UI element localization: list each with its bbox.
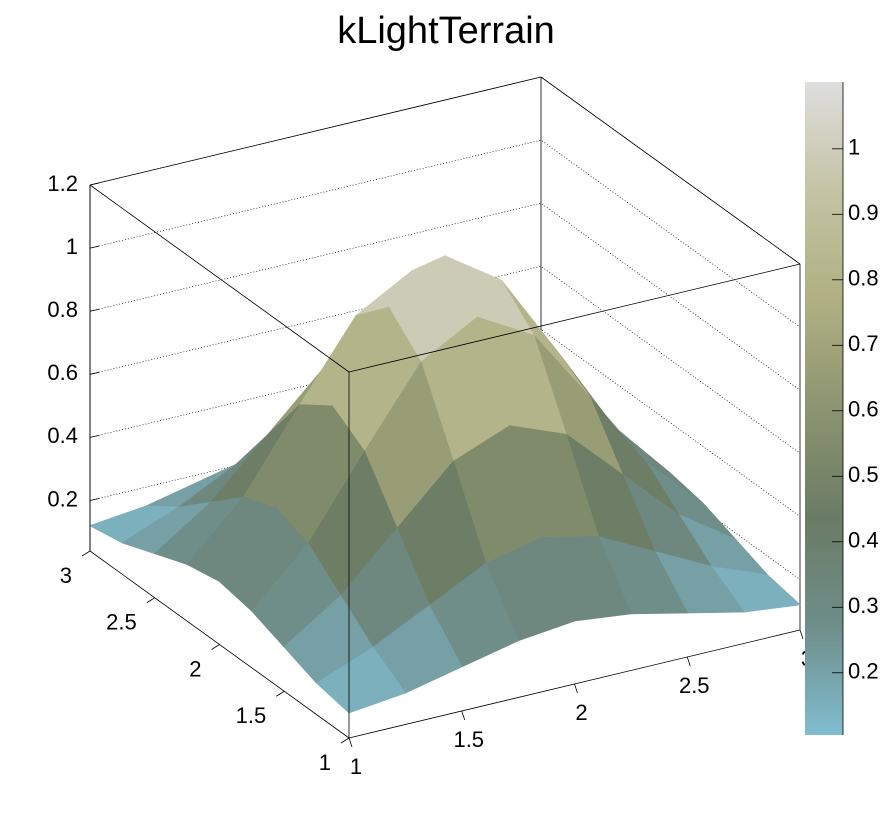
colorbar-tick-label: 1 [848, 135, 860, 160]
surface-cell [315, 646, 407, 714]
z-tick-label: 0.8 [47, 297, 78, 322]
colorbar-tick-label: 0.5 [848, 462, 879, 487]
z-tick-label: 0.2 [47, 486, 78, 511]
z-tick [89, 435, 100, 438]
chart-title: kLightTerrain [337, 10, 555, 52]
x-tick [348, 737, 353, 748]
z-tick [89, 308, 100, 312]
y-tick-label: 1.5 [236, 703, 267, 728]
x-tick [461, 710, 466, 721]
x-tick-label: 1 [350, 754, 362, 779]
colorbar-tick-label: 0.2 [848, 659, 879, 684]
z-tick [89, 498, 100, 501]
y-tick-label: 3 [60, 563, 72, 588]
box-edge [89, 184, 350, 373]
y-tick-label: 2.5 [106, 610, 137, 635]
colorbar-tick-label: 0.4 [848, 528, 879, 553]
x-tick [686, 656, 691, 667]
colorbar-tick-label: 0.6 [848, 397, 879, 422]
box-edge [348, 263, 801, 373]
x-tick-label: 2 [575, 700, 587, 725]
x-tick-label: 1.5 [453, 727, 484, 752]
x-tick-label: 2.5 [679, 673, 710, 698]
z-tick-label: 1 [66, 234, 78, 259]
z-tick-label: 0.6 [47, 360, 78, 385]
z-tick [89, 245, 100, 249]
z-tick [89, 371, 100, 375]
y-tick [211, 644, 220, 650]
colorbar-tick-label: 0.8 [848, 266, 879, 291]
colorbar-tick-label: 0.7 [848, 331, 879, 356]
x-tick [574, 683, 578, 694]
colorbar-tick-label: 0.9 [848, 200, 879, 225]
y-tick-label: 1 [319, 750, 331, 775]
y-tick [146, 597, 155, 604]
z-tick-label: 1.2 [47, 171, 78, 196]
y-tick [340, 737, 350, 744]
colorbar [805, 82, 843, 735]
y-tick [81, 550, 91, 557]
y-tick-label: 2 [189, 656, 201, 681]
x-tick [799, 629, 804, 640]
z-tick [89, 182, 100, 186]
z-tick-label: 0.4 [47, 423, 78, 448]
colorbar-tick-label: 0.3 [848, 593, 879, 618]
grid-line [89, 76, 801, 265]
y-tick [276, 690, 285, 697]
